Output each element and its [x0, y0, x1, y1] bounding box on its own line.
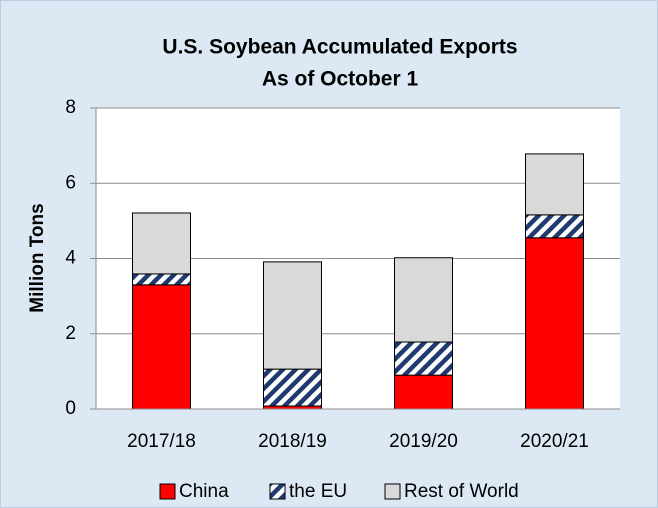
legend-label: Rest of World	[404, 481, 519, 502]
bar-segment	[525, 237, 584, 410]
bar-segment	[525, 153, 584, 216]
x-tick-label: 2019/20	[389, 431, 458, 452]
y-tick-label: 0	[65, 398, 76, 419]
legend-swatch	[159, 483, 176, 500]
bar-segment	[263, 368, 322, 407]
bar-segment	[263, 261, 322, 370]
bar-segment	[132, 284, 191, 410]
chart-subtitle: As of October 1	[262, 68, 419, 91]
legend-swatch	[384, 483, 401, 500]
chart-title: U.S. Soybean Accumulated Exports	[162, 36, 517, 59]
bar-segment	[394, 341, 453, 376]
bar-segment	[132, 273, 191, 286]
legend-label: the EU	[289, 481, 347, 502]
y-tick-label: 6	[65, 172, 76, 193]
x-tick-label: 2018/19	[258, 431, 327, 452]
legend-swatch	[269, 483, 286, 500]
x-tick-label: 2017/18	[127, 431, 196, 452]
y-axis-title: Million Tons	[27, 203, 48, 312]
y-tick-label: 8	[65, 97, 76, 118]
y-tick-label: 4	[65, 248, 76, 269]
bar-segment	[394, 257, 453, 343]
bar-segment	[132, 212, 191, 275]
bar-segment	[394, 374, 453, 410]
legend-label: China	[179, 481, 229, 502]
y-tick-label: 2	[65, 323, 76, 344]
x-tick-label: 2020/21	[520, 431, 589, 452]
bar-segment	[525, 214, 584, 239]
